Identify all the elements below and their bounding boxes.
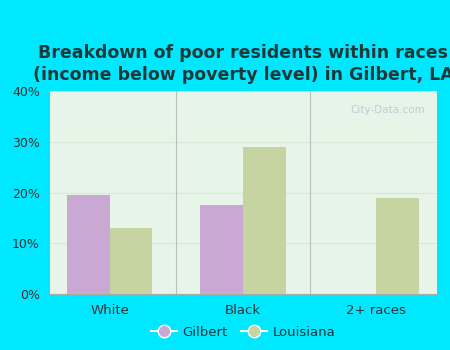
Text: City-Data.com: City-Data.com: [350, 105, 425, 115]
Legend: Gilbert, Louisiana: Gilbert, Louisiana: [145, 321, 341, 344]
Bar: [243, 147, 286, 294]
Title: Breakdown of poor residents within races
(income below poverty level) in Gilbert: Breakdown of poor residents within races…: [32, 44, 450, 84]
Bar: [110, 228, 153, 294]
Bar: [376, 197, 419, 294]
Bar: [67, 195, 110, 294]
Bar: [200, 205, 243, 294]
